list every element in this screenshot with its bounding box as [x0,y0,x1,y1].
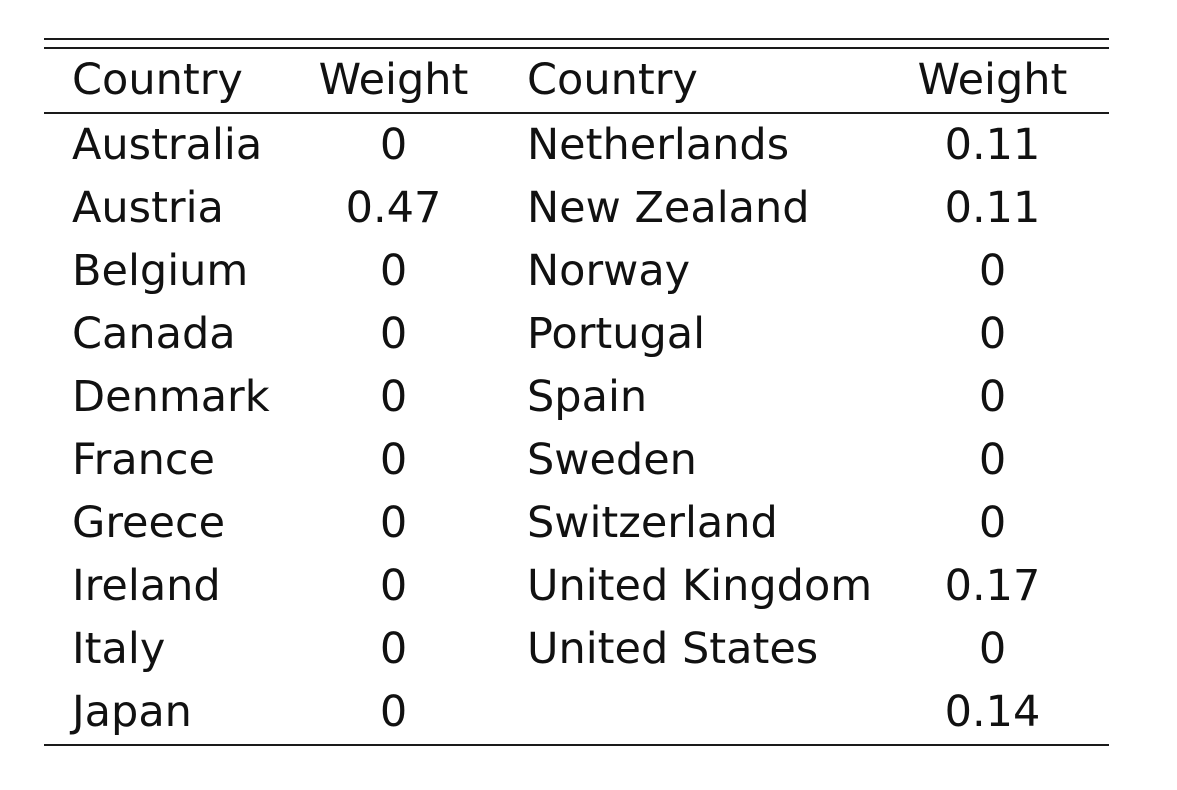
cell-country-left: Denmark [72,372,270,422]
cell-weight-left: 0 [379,246,408,296]
top-rule-inner [44,47,1109,49]
cell-country-right: Norway [527,246,691,296]
cell-weight-right: 0.11 [944,120,1041,170]
table-row: Italy 0 United States 0 [44,618,1109,681]
cell-country-right: United States [527,624,819,674]
cell-country-right: Switzerland [527,498,778,548]
cell-country-left: Austria [72,183,224,233]
cell-weight-right: 0.14 [944,687,1041,737]
country-weights-table: Country Weight Country Weight [44,49,1109,112]
cell-country-right: Portugal [527,309,706,359]
cell-weight-right: 0.11 [944,183,1041,233]
top-rule-outer [44,38,1109,40]
cell-weight-left: 0 [379,372,408,422]
cell-weight-right: 0 [978,246,1007,296]
table-row: Denmark 0 Spain 0 [44,366,1109,429]
cell-weight-right: 0 [978,498,1007,548]
table-row: Belgium 0 Norway 0 [44,240,1109,303]
header-rule [44,112,1109,114]
cell-weight-right: 0 [978,309,1007,359]
cell-country-left: Australia [72,120,263,170]
cell-weight-left: 0 [379,120,408,170]
table-row: Japan 0 0.14 [44,681,1109,744]
table-row: Austria 0.47 New Zealand 0.11 [44,177,1109,240]
cell-weight-left: 0 [379,498,408,548]
bottom-rule [44,744,1109,746]
cell-weight-left: 0 [379,435,408,485]
country-weights-body: Australia 0 Netherlands 0.11 Austria 0.47 New … [44,114,1109,744]
cell-country-left: Japan [72,687,192,737]
cell-country-left: Belgium [72,246,249,296]
cell-country-right: Spain [527,372,648,422]
cell-weight-left: 0 [379,309,408,359]
cell-weight-right: 0.17 [944,561,1041,611]
cell-country-right: United Kingdom [527,561,873,611]
cell-country-right: Netherlands [527,120,790,170]
cell-weight-right: 0 [978,372,1007,422]
table-row: France 0 Sweden 0 [44,429,1109,492]
cell-weight-right: 0 [978,435,1007,485]
table-row: Ireland 0 United Kingdom 0.17 [44,555,1109,618]
cell-country-left: Greece [72,498,226,548]
cell-weight-left: 0 [379,561,408,611]
cell-country-left: France [72,435,215,485]
cell-weight-right: 0 [978,624,1007,674]
header-row: Country Weight Country Weight [44,49,1109,112]
header-weight-right: Weight [917,55,1068,105]
weights-table-container: Country Weight Country Weight Australia 0… [44,38,1109,746]
table-row: Canada 0 Portugal 0 [44,303,1109,366]
cell-country-left: Italy [72,624,166,674]
cell-country-right: Sweden [527,435,697,485]
table-row: Australia 0 Netherlands 0.11 [44,114,1109,177]
cell-weight-left: 0 [379,687,408,737]
cell-country-right [471,681,876,744]
header-country-left: Country [72,55,243,105]
cell-country-right: New Zealand [527,183,810,233]
header-weight-left: Weight [318,55,469,105]
cell-weight-left: 0 [379,624,408,674]
cell-country-left: Canada [72,309,236,359]
header-country-right: Country [527,55,698,105]
cell-weight-left: 0.47 [345,183,442,233]
cell-country-left: Ireland [72,561,221,611]
table-row: Greece 0 Switzerland 0 [44,492,1109,555]
